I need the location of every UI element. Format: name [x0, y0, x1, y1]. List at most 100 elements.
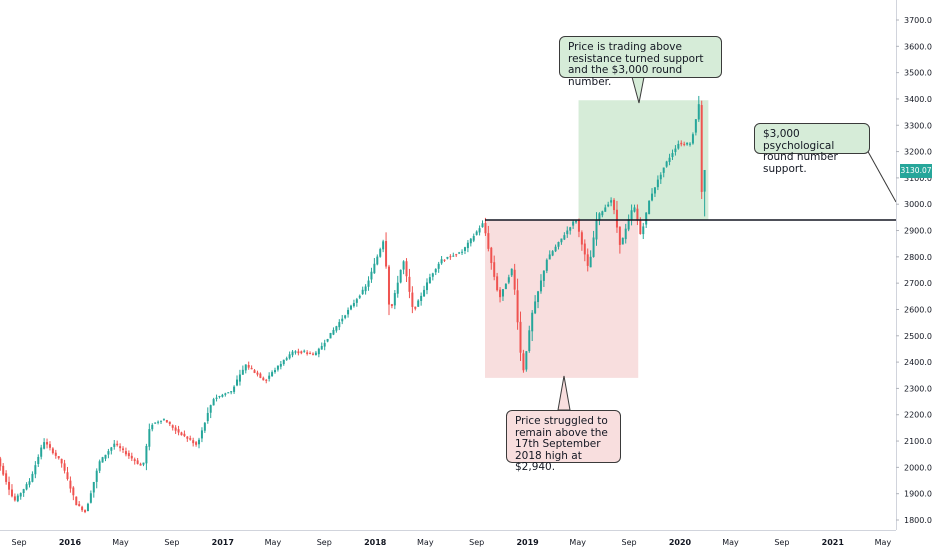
candle-body [390, 304, 393, 307]
candle-body [691, 134, 694, 144]
candle-body [86, 503, 89, 512]
y-tick-label: 2600.00 [904, 305, 932, 314]
candle-body [575, 220, 578, 223]
candle-body [656, 179, 659, 188]
candle-body [355, 299, 358, 303]
candle-body [233, 386, 236, 392]
candle-body [291, 351, 294, 356]
candle-body [19, 493, 22, 497]
candle-body [648, 200, 651, 214]
candle-body [218, 395, 221, 398]
candle-body [13, 496, 16, 501]
candle-body [338, 322, 341, 328]
candle-body [484, 223, 487, 234]
candle-body [586, 254, 589, 266]
candle-body [54, 452, 57, 456]
candle-body [107, 451, 110, 455]
candle-body [154, 422, 157, 424]
candle-body [402, 261, 405, 270]
candle-body [557, 241, 560, 247]
candle-body [145, 445, 148, 464]
candle-body [615, 209, 618, 228]
candle-body [630, 210, 633, 220]
candle-body [499, 289, 502, 298]
candle-body [694, 119, 697, 133]
candle-body [195, 442, 198, 445]
candle-body [379, 249, 382, 257]
callout-struggled-pointer [557, 375, 571, 411]
candle-body [542, 270, 545, 281]
candle-body [2, 465, 5, 475]
candle-body [162, 418, 165, 420]
candle-body [119, 446, 122, 449]
candle-body [572, 221, 575, 226]
candle-body [683, 143, 686, 145]
candle-body [256, 372, 259, 375]
candle-body [72, 487, 75, 496]
x-tick-label: May [265, 538, 282, 547]
y-tick-label: 3200.00 [904, 148, 932, 157]
candle-body [680, 142, 683, 145]
candle-body [569, 227, 572, 231]
candle-body [253, 370, 256, 373]
candle-body [671, 153, 674, 157]
candle-body [148, 429, 151, 447]
candle-body [276, 365, 279, 370]
candle-body [662, 167, 665, 173]
candle-body [57, 456, 60, 459]
candle-body [431, 273, 434, 277]
support-pointer [865, 147, 897, 203]
candle-body [285, 358, 288, 360]
candle-body [22, 489, 25, 494]
y-tick-label: 2900.00 [904, 227, 932, 236]
candle-body [437, 263, 440, 269]
candle-body [525, 351, 528, 370]
candle-body [279, 364, 282, 367]
candle-body [452, 255, 455, 257]
candle-body [700, 105, 703, 192]
candle-body [420, 295, 423, 301]
candle-body [414, 306, 417, 309]
candle-body [563, 235, 566, 240]
candle-body [566, 230, 569, 235]
candle-body [601, 211, 604, 216]
x-tick-label: 2018 [364, 538, 387, 547]
candle-body [364, 286, 367, 292]
candle-body [268, 375, 271, 379]
candle-body [697, 104, 700, 120]
candle-body [238, 374, 241, 382]
candle-body [659, 174, 662, 180]
candle-body [335, 326, 338, 331]
x-tick-label: May [722, 538, 739, 547]
candle-body [493, 262, 496, 277]
candle-body [551, 251, 554, 256]
candle-body [40, 447, 43, 457]
candle-body [241, 369, 244, 375]
candle-body [463, 247, 466, 251]
candle-body [349, 305, 352, 310]
candle-body [408, 276, 411, 292]
candle-body [288, 354, 291, 359]
candle-body [136, 460, 139, 464]
candle-body [686, 142, 689, 145]
candle-body [271, 372, 274, 377]
candle-body [528, 330, 531, 351]
candle-body [116, 443, 119, 446]
candle-body [215, 397, 218, 399]
candle-body [490, 247, 493, 264]
candle-body [341, 318, 344, 322]
callout-resistance-support: Price is trading above resistance turned… [559, 36, 722, 87]
candle-body [411, 292, 414, 307]
candle-body [133, 459, 136, 462]
candle-body [613, 199, 616, 211]
candle-body [183, 433, 186, 437]
candle-body [75, 496, 78, 506]
y-tick-label: 2200.00 [904, 411, 932, 420]
candle-body [300, 351, 303, 354]
candle-body [171, 425, 174, 428]
candle-body [607, 204, 610, 207]
candle-body [548, 254, 551, 260]
candle-body [604, 207, 607, 212]
candle-body [326, 338, 329, 342]
